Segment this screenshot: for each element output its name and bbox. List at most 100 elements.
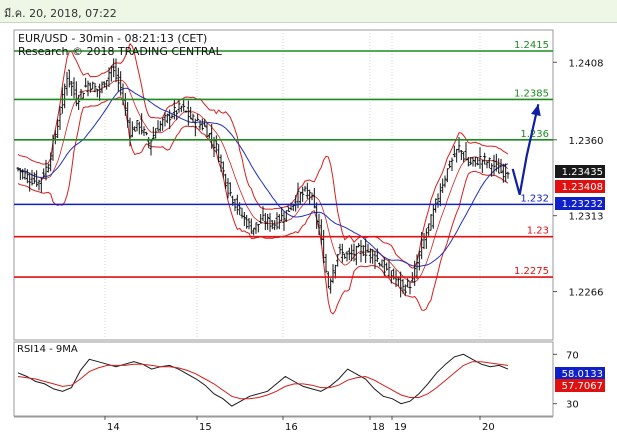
ohlc-bar bbox=[219, 154, 223, 172]
level-label: 1.2385 bbox=[514, 88, 549, 99]
ohlc-bar bbox=[361, 245, 365, 257]
ohlc-bar bbox=[275, 212, 279, 230]
svg-text:1.23435: 1.23435 bbox=[562, 167, 603, 178]
time-tick-label: 14 bbox=[107, 422, 120, 433]
ohlc-bar bbox=[331, 264, 335, 284]
ohlc-bar bbox=[375, 248, 379, 263]
timestamp-label: มี.ค. 20, 2018, 07:22 bbox=[4, 7, 117, 20]
ohlc-bar bbox=[161, 117, 165, 131]
ohlc-bar bbox=[21, 168, 25, 180]
ohlc-bar bbox=[23, 168, 27, 180]
ohlc-bar bbox=[371, 248, 375, 264]
ohlc-bar bbox=[184, 110, 188, 113]
ohlc-bar bbox=[172, 99, 176, 120]
ohlc-bar bbox=[137, 121, 141, 135]
ohlc-bar bbox=[387, 259, 391, 277]
ohlc-bar bbox=[270, 220, 274, 230]
ohlc-bar bbox=[177, 100, 181, 113]
ohlc-bar bbox=[445, 168, 449, 183]
ohlc-bar bbox=[186, 100, 190, 126]
ohlc-bar bbox=[364, 238, 368, 263]
level-label: 1.2275 bbox=[514, 266, 549, 277]
ohlc-bar bbox=[443, 175, 447, 188]
price-tick-label: 1.2408 bbox=[569, 58, 604, 69]
ohlc-bar bbox=[163, 112, 167, 127]
ohlc-bar bbox=[67, 69, 71, 88]
ohlc-bar bbox=[252, 227, 256, 236]
ohlc-bar bbox=[483, 152, 487, 165]
ohlc-bar bbox=[191, 113, 195, 122]
ohlc-bar bbox=[373, 250, 377, 270]
ohlc-bar bbox=[56, 119, 60, 138]
time-axis: 14 15 16 18 19 20 bbox=[14, 416, 553, 433]
ohlc-bar bbox=[151, 126, 155, 140]
ohlc-bar bbox=[100, 81, 104, 94]
ohlc-bar bbox=[336, 253, 340, 267]
rsi-tag: 58.0133 bbox=[555, 367, 605, 380]
ohlc-bar bbox=[51, 134, 55, 161]
ohlc-bar bbox=[417, 250, 421, 271]
ohlc-bar bbox=[380, 259, 384, 268]
level-label: 1.236 bbox=[520, 129, 549, 140]
ohlc-bar bbox=[98, 83, 102, 101]
ohlc-bar bbox=[406, 278, 410, 288]
ohlc-bar bbox=[142, 126, 146, 137]
ohlc-bar bbox=[49, 152, 53, 172]
time-tick-label: 16 bbox=[285, 422, 298, 433]
ohlc-bar bbox=[261, 206, 265, 221]
ohlc-bar bbox=[88, 82, 92, 93]
ohlc-bar bbox=[357, 242, 361, 248]
ohlc-bar bbox=[298, 191, 302, 205]
ohlc-bar bbox=[46, 163, 50, 173]
ohlc-bar bbox=[291, 204, 295, 212]
ohlc-bar bbox=[170, 113, 174, 119]
chart-title: EUR/USD - 30min - 08:21:13 (CET) bbox=[18, 32, 207, 45]
ohlc-bar bbox=[112, 58, 116, 78]
ohlc-bar bbox=[140, 113, 144, 135]
ohlc-bar bbox=[224, 173, 228, 189]
ohlc-bar bbox=[499, 158, 503, 174]
ohlc-bar bbox=[263, 213, 267, 231]
ohlc-bar bbox=[44, 159, 48, 181]
ohlc-bar bbox=[434, 198, 438, 213]
rsi-tag: 57.7067 bbox=[555, 379, 605, 392]
ohlc-bar bbox=[175, 110, 179, 121]
time-tick-label: 20 bbox=[482, 422, 495, 433]
ohlc-bar bbox=[478, 147, 482, 169]
ohlc-bar bbox=[359, 239, 363, 263]
svg-text:57.7067: 57.7067 bbox=[562, 381, 603, 392]
ohlc-bar bbox=[473, 156, 477, 167]
ohlc-bar bbox=[301, 186, 305, 202]
ohlc-bar bbox=[154, 128, 158, 139]
forecast-arrow bbox=[511, 104, 540, 195]
price-tick-label: 1.2313 bbox=[569, 212, 604, 223]
ohlc-bar bbox=[366, 243, 370, 253]
ohlc-bar bbox=[214, 135, 218, 153]
ohlc-bar bbox=[25, 169, 29, 184]
ohlc-bar bbox=[102, 81, 106, 88]
ohlc-bar bbox=[217, 144, 221, 162]
ohlc-bar bbox=[35, 170, 39, 187]
ohlc-bar bbox=[79, 88, 83, 101]
ohlc-bar bbox=[60, 87, 64, 114]
ohlc-bar bbox=[135, 119, 139, 132]
ohlc-bar bbox=[429, 213, 433, 231]
rsi-ma-line bbox=[17, 361, 509, 400]
ohlc-bar bbox=[322, 229, 326, 264]
ohlc-bar bbox=[123, 92, 127, 116]
ohlc-bar bbox=[466, 157, 470, 167]
ohlc-bar bbox=[156, 120, 160, 132]
ohlc-bar bbox=[403, 284, 407, 296]
ohlc-bar bbox=[256, 223, 260, 233]
level-label: 1.232 bbox=[520, 193, 549, 204]
time-tick-label: 18 bbox=[372, 422, 385, 433]
ohlc-bar bbox=[130, 121, 134, 138]
time-tick-label: 15 bbox=[199, 422, 212, 433]
ohlc-bar bbox=[476, 157, 480, 166]
ohlc-bar bbox=[65, 71, 69, 96]
time-tick-label: 19 bbox=[394, 422, 407, 433]
ohlc-bar bbox=[268, 212, 272, 232]
ohlc-bar bbox=[116, 67, 120, 92]
ohlc-bar bbox=[450, 157, 454, 172]
